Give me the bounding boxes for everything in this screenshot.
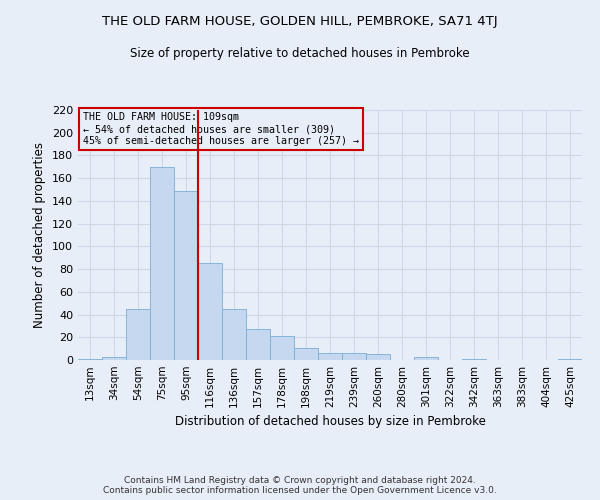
Bar bbox=[342, 353, 366, 360]
X-axis label: Distribution of detached houses by size in Pembroke: Distribution of detached houses by size … bbox=[175, 416, 485, 428]
Bar bbox=[150, 167, 174, 360]
Bar bbox=[126, 309, 150, 360]
Text: THE OLD FARM HOUSE, GOLDEN HILL, PEMBROKE, SA71 4TJ: THE OLD FARM HOUSE, GOLDEN HILL, PEMBROK… bbox=[102, 15, 498, 28]
Bar bbox=[558, 359, 582, 360]
Bar bbox=[270, 336, 294, 360]
Bar bbox=[462, 359, 486, 360]
Bar bbox=[414, 356, 438, 360]
Text: Contains HM Land Registry data © Crown copyright and database right 2024.
Contai: Contains HM Land Registry data © Crown c… bbox=[103, 476, 497, 495]
Bar bbox=[366, 354, 390, 360]
Y-axis label: Number of detached properties: Number of detached properties bbox=[34, 142, 46, 328]
Bar bbox=[102, 356, 126, 360]
Bar bbox=[198, 264, 222, 360]
Bar bbox=[246, 330, 270, 360]
Bar bbox=[294, 348, 318, 360]
Bar bbox=[174, 190, 198, 360]
Bar bbox=[222, 309, 246, 360]
Bar bbox=[318, 353, 342, 360]
Text: Size of property relative to detached houses in Pembroke: Size of property relative to detached ho… bbox=[130, 48, 470, 60]
Bar bbox=[78, 359, 102, 360]
Text: THE OLD FARM HOUSE: 109sqm
← 54% of detached houses are smaller (309)
45% of sem: THE OLD FARM HOUSE: 109sqm ← 54% of deta… bbox=[83, 112, 359, 146]
